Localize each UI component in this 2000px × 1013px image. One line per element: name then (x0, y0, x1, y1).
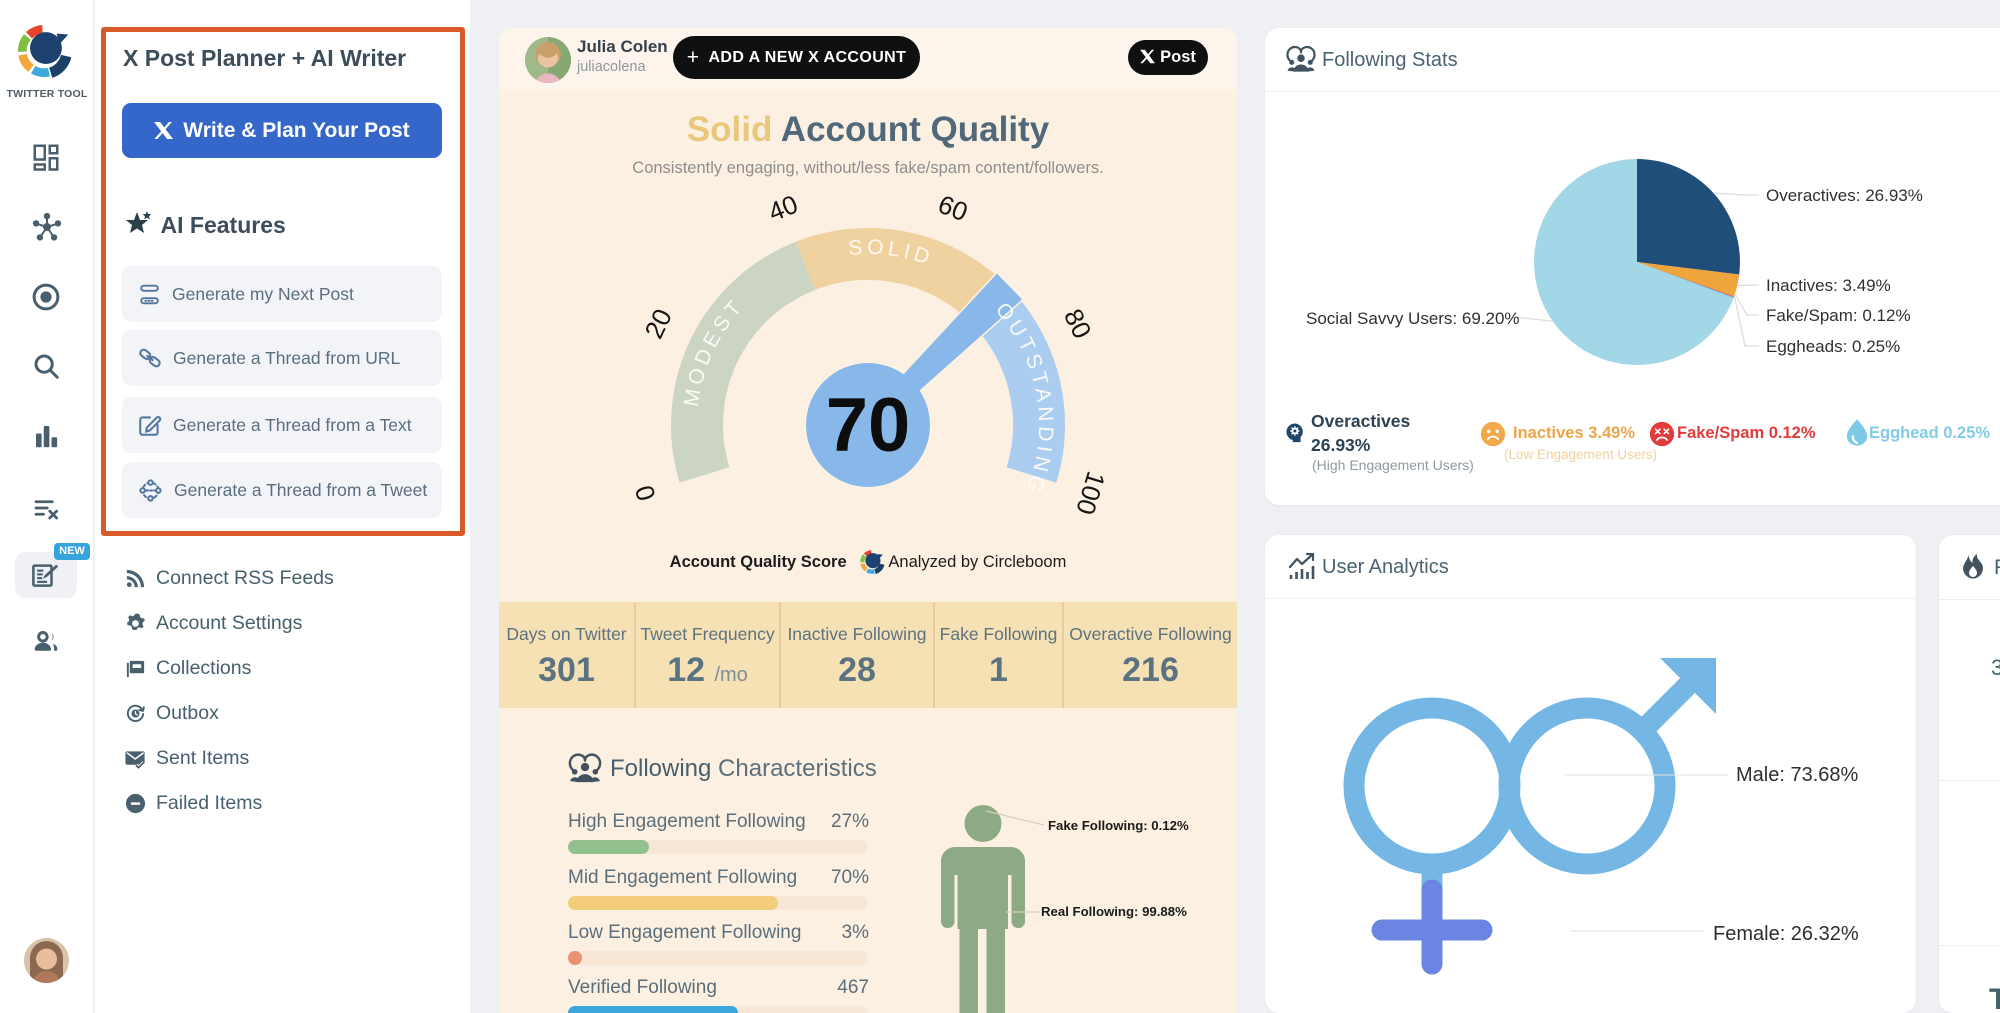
svg-text:70: 70 (826, 383, 911, 468)
svg-text:60: 60 (934, 190, 972, 227)
svg-text:20: 20 (638, 304, 678, 343)
svg-text:40: 40 (764, 190, 802, 227)
svg-text:80: 80 (1058, 304, 1098, 343)
svg-text:100: 100 (1070, 468, 1111, 518)
svg-text:0: 0 (629, 482, 662, 505)
